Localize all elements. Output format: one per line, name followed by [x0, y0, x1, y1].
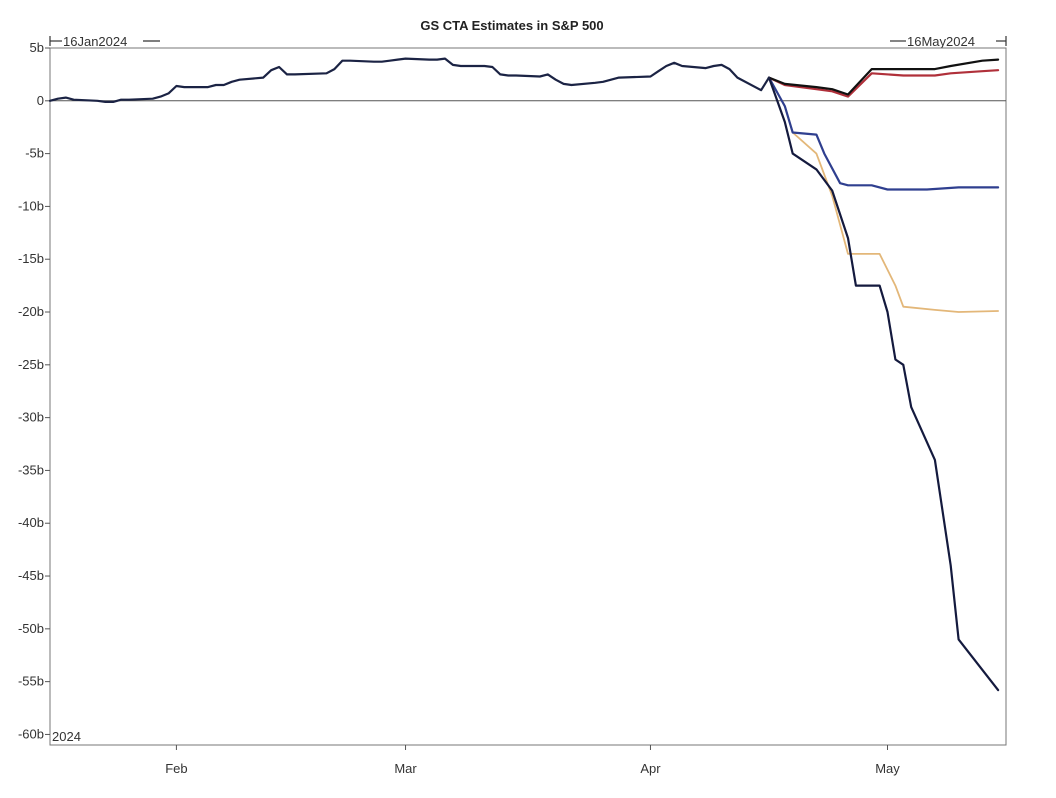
x-tick-label: Feb [165, 761, 187, 776]
y-tick-label: -10b [18, 198, 44, 213]
plot-frame [49, 47, 1007, 746]
y-tick-label: -35b [18, 462, 44, 477]
chart-title: GS CTA Estimates in S&P 500 [420, 18, 603, 33]
x-tick-label: May [875, 761, 900, 776]
y-tick-label: -60b [18, 726, 44, 741]
series-line-navy [767, 76, 1000, 692]
y-tick-label: -50b [18, 621, 44, 636]
y-axis: 5b 0 -5b -10b -15b -20b -25b -30b -35b -40b -45b -5… [18, 40, 50, 741]
y-tick-label: -30b [18, 410, 44, 425]
x-axis: Feb Mar Apr May [165, 745, 900, 776]
y-tick-label: 5b [30, 40, 44, 55]
x-tick-label: Apr [640, 761, 661, 776]
y-tick-label: -40b [18, 515, 44, 530]
y-tick-label: -5b [25, 146, 44, 161]
y-tick-label: -25b [18, 357, 44, 372]
series-line-tan [768, 76, 999, 313]
series-line-black [767, 58, 1000, 96]
end-date-label: 16May2024 [907, 34, 975, 49]
y-tick-label: -20b [18, 304, 44, 319]
start-date-label: 16Jan2024 [63, 34, 127, 49]
y-tick-label: 0 [37, 93, 44, 108]
end-range-marker: 16May2024 [890, 34, 1007, 49]
series-line-history [48, 57, 771, 104]
year-label: 2024 [52, 729, 81, 744]
start-range-marker: 16Jan2024 [49, 34, 160, 49]
series-line-red [767, 69, 1000, 98]
series-line-blue [767, 76, 1000, 191]
y-tick-label: -55b [18, 674, 44, 689]
y-tick-label: -15b [18, 251, 44, 266]
y-tick-label: -45b [18, 568, 44, 583]
series-lines [48, 57, 1000, 692]
x-tick-label: Mar [394, 761, 417, 776]
